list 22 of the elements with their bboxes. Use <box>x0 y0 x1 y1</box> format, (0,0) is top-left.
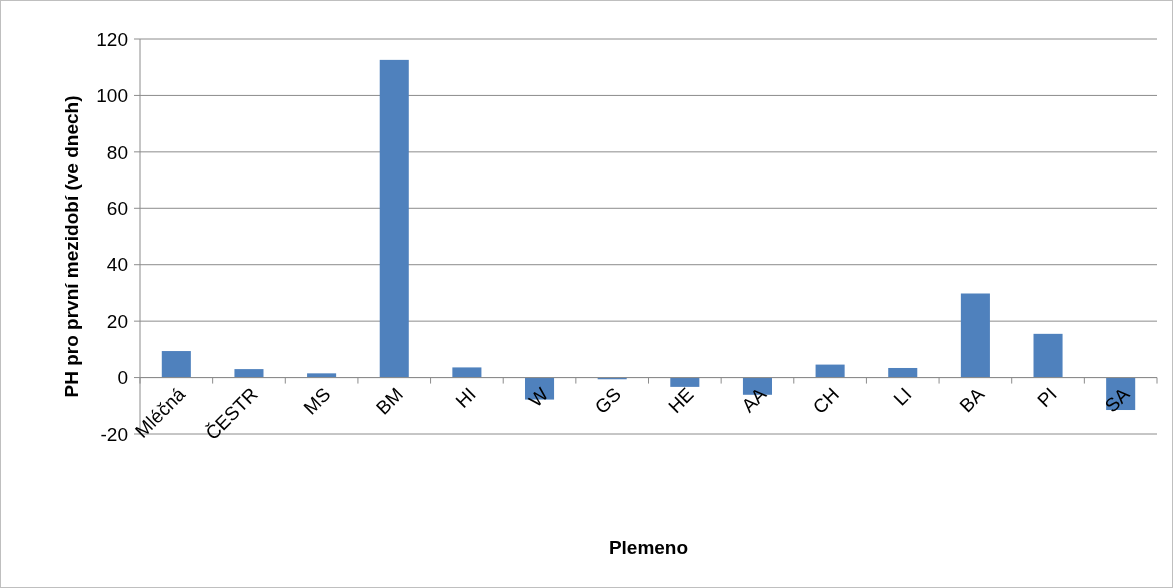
x-tick-label: BA <box>955 383 989 417</box>
x-tick-label: LI <box>889 383 916 410</box>
y-tick-label: 120 <box>96 28 128 50</box>
y-tick-label: 60 <box>106 197 128 219</box>
x-tick-label: GS <box>590 383 626 418</box>
y-tick-label: 100 <box>96 85 128 107</box>
x-tick-label: AA <box>737 383 771 417</box>
x-tick-label: PI <box>1033 383 1061 412</box>
y-tick-label: 80 <box>106 141 128 163</box>
x-tick-label: BM <box>372 383 408 419</box>
y-tick-label: 20 <box>106 310 128 332</box>
y-tick-label: -20 <box>100 423 128 445</box>
x-tick-label: HE <box>664 383 698 418</box>
x-tick-label: W <box>524 383 553 412</box>
y-tick-label: 40 <box>106 254 128 276</box>
x-tick-label: MS <box>299 383 335 419</box>
y-tick-label: 0 <box>117 367 128 389</box>
x-tick-label: HI <box>451 383 480 412</box>
x-tick-label: SA <box>1100 383 1134 417</box>
y-axis-title: PH pro první mezidobí (ve dnech) <box>61 95 82 398</box>
x-axis-title: Plemeno <box>608 537 689 558</box>
x-tick-label: CH <box>808 383 843 418</box>
